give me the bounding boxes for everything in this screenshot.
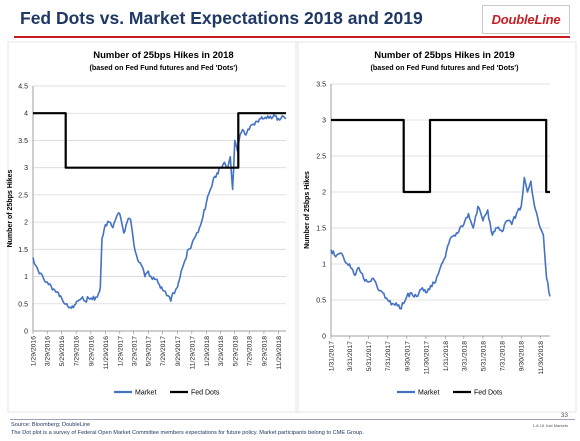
y-tick-label: 1 xyxy=(24,274,28,281)
x-tick-label: 5/29/2016 xyxy=(59,336,66,366)
x-tick-label: 1/31/2018 xyxy=(443,341,450,371)
y-axis-label: Number of 25bps Hikes xyxy=(304,171,311,249)
x-tick-label: 1/31/2017 xyxy=(329,341,336,371)
x-tick-label: 11/30/2018 xyxy=(538,341,545,375)
legend-label: Fed Dots xyxy=(474,390,503,397)
x-tick-label: 5/31/2017 xyxy=(366,341,373,371)
x-tick-label: 11/30/2017 xyxy=(423,341,430,375)
page-number: 33 xyxy=(560,412,568,419)
legend-label: Fed Dots xyxy=(191,390,220,397)
x-tick-label: 1/29/2017 xyxy=(117,336,124,366)
chart-title: Number of 25bps Hikes in 2019 xyxy=(374,50,514,61)
y-tick-label: 3.5 xyxy=(316,82,326,89)
y-tick-label: 2 xyxy=(322,190,326,197)
x-tick-label: 3/31/2017 xyxy=(347,341,354,371)
x-tick-label: 9/30/2017 xyxy=(404,341,411,371)
series-market-line xyxy=(330,176,551,310)
x-tick-label: 11/29/2018 xyxy=(276,336,283,370)
x-tick-label: 7/31/2017 xyxy=(385,341,392,371)
title-divider xyxy=(14,36,570,38)
chart-panel-border xyxy=(7,41,299,413)
x-tick-label: 7/29/2017 xyxy=(160,336,167,366)
x-tick-label: 3/29/2017 xyxy=(131,336,138,366)
footer-source: Source: Bloomberg; DoubleLine xyxy=(11,422,91,428)
chart-title: Number of 25bps Hikes in 2018 xyxy=(93,50,233,61)
legend-label: Market xyxy=(418,390,439,397)
y-tick-label: 3 xyxy=(322,118,326,125)
y-tick-label: 3 xyxy=(24,165,28,172)
x-tick-label: 1/29/2018 xyxy=(204,336,211,366)
x-tick-label: 11/29/2017 xyxy=(189,336,196,370)
y-tick-label: 3.5 xyxy=(18,138,28,145)
x-tick-label: 3/31/2018 xyxy=(461,341,468,371)
series-fed-dots-line xyxy=(331,118,550,194)
x-tick-label: 7/29/2018 xyxy=(247,336,254,366)
x-tick-label: 9/29/2018 xyxy=(261,336,268,366)
chart-1: Number of 25bps Hikes in 2018 (based on F… xyxy=(7,41,299,413)
x-tick-label: 1/29/2016 xyxy=(31,336,38,366)
series-fed-dots-line xyxy=(33,112,286,169)
x-tick-label: 3/29/2018 xyxy=(218,336,225,366)
footer-date: 1-8-19 Just Markets xyxy=(532,423,568,428)
chart-panel-border xyxy=(295,41,577,413)
y-tick-label: 4.5 xyxy=(18,84,28,91)
y-tick-label: 2.5 xyxy=(316,154,326,161)
y-tick-label: 1.5 xyxy=(316,226,326,233)
x-tick-label: 5/29/2018 xyxy=(232,336,239,366)
x-tick-label: 3/29/2016 xyxy=(45,336,52,366)
x-tick-label: 7/29/2016 xyxy=(74,336,81,366)
chart-subtitle: (based on Fed Fund futures and Fed 'Dots… xyxy=(90,63,239,72)
doubleline-logo: DoubleLine xyxy=(482,5,570,34)
footer-divider xyxy=(10,419,575,420)
y-axis-label: Number of 25bps Hikes xyxy=(7,169,14,247)
y-tick-label: 0 xyxy=(24,329,28,336)
y-tick-label: 1.5 xyxy=(18,247,28,254)
x-tick-label: 9/29/2016 xyxy=(88,336,95,366)
logo-text: DoubleLine xyxy=(491,12,561,27)
page-title: Fed Dots vs. Market Expectations 2018 an… xyxy=(20,8,423,28)
x-tick-label: 9/30/2018 xyxy=(519,341,526,371)
y-tick-label: 0 xyxy=(322,334,326,341)
y-tick-label: 2.5 xyxy=(18,192,28,199)
x-tick-label: 7/31/2018 xyxy=(500,341,507,371)
series-market-line xyxy=(32,114,287,309)
y-tick-label: 2 xyxy=(24,220,28,227)
footer-note: The Dot plot is a survey of Federal Open… xyxy=(11,430,364,436)
x-tick-label: 11/29/2016 xyxy=(103,336,110,370)
y-tick-label: 0.5 xyxy=(316,298,326,305)
legend-label: Market xyxy=(135,390,156,397)
chart-subtitle: (based on Fed Fund futures and Fed 'Dots… xyxy=(371,63,520,72)
y-tick-label: 1 xyxy=(322,262,326,269)
y-tick-label: 4 xyxy=(24,111,28,118)
x-tick-label: 5/29/2017 xyxy=(146,336,153,366)
x-tick-label: 9/29/2017 xyxy=(175,336,182,366)
chart-2: Number of 25bps Hikes in 2019 (based on F… xyxy=(295,41,577,413)
x-tick-label: 5/31/2018 xyxy=(480,341,487,371)
y-tick-label: 0.5 xyxy=(18,301,28,308)
